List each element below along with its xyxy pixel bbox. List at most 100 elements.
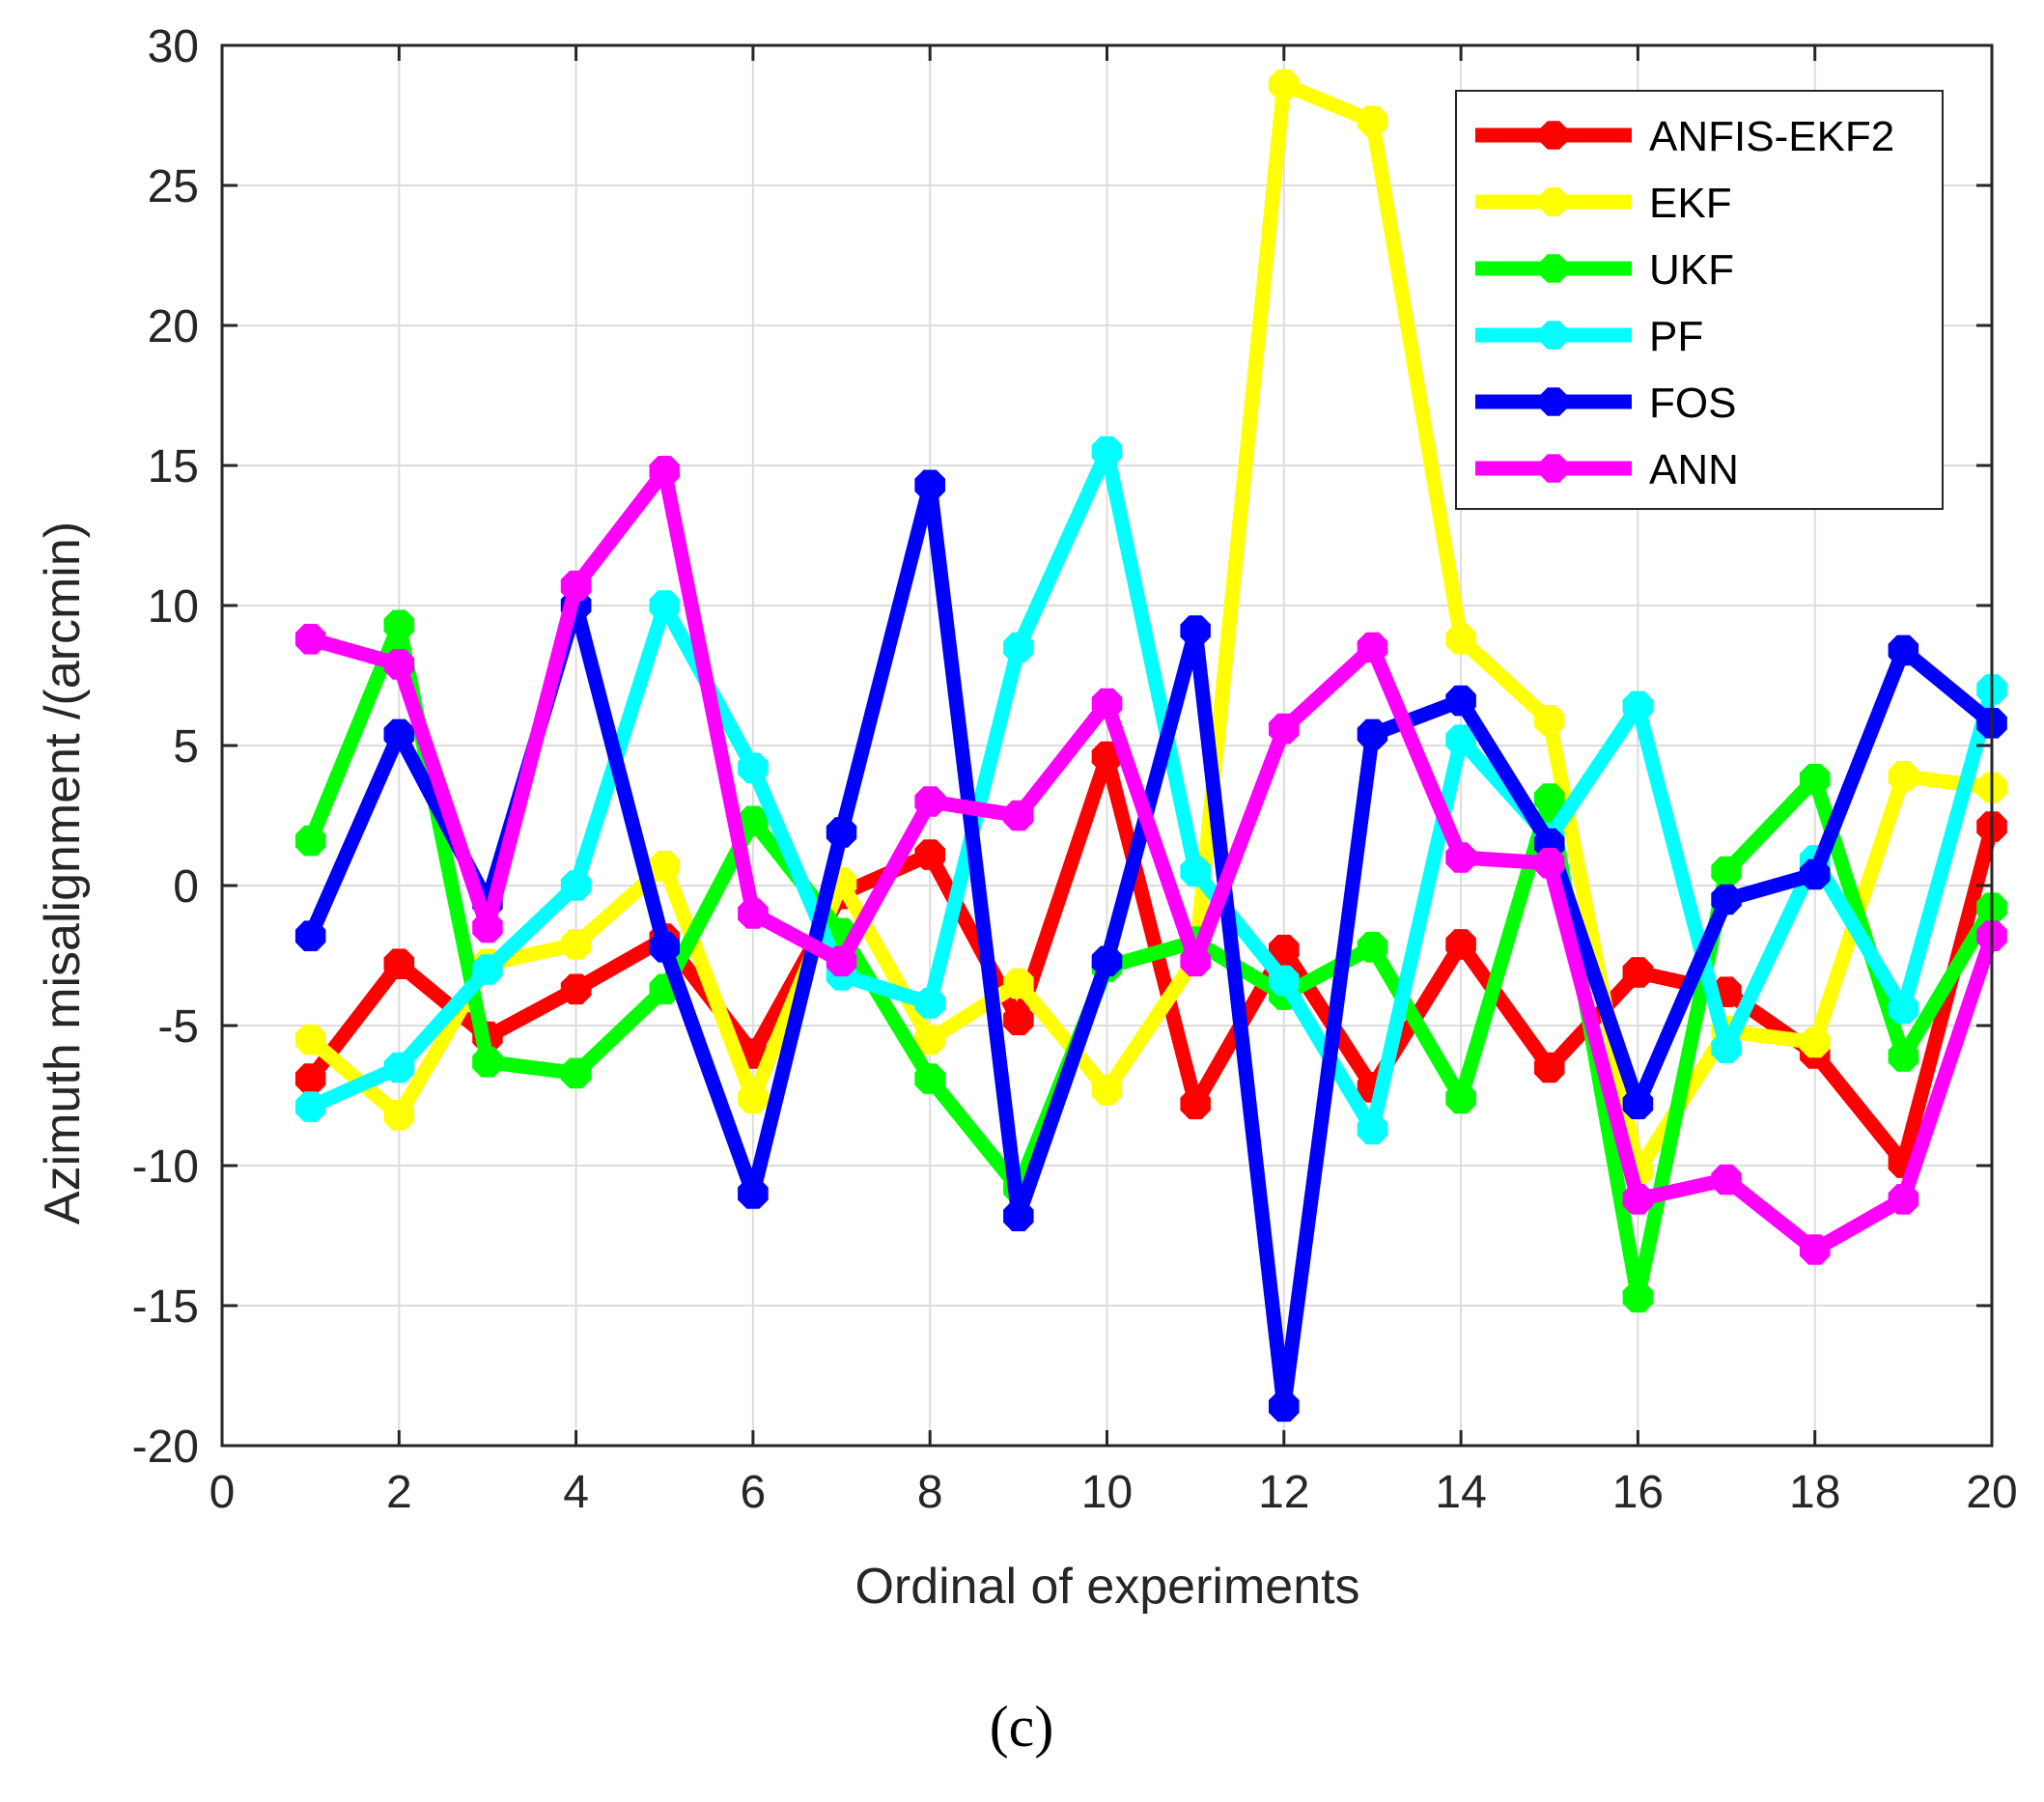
data-point-ukf [1534,783,1565,814]
data-point-fos [294,920,326,951]
legend-label: EKF [1649,180,1732,227]
x-tick-label: 6 [741,1467,767,1518]
y-tick-label: -5 [157,1001,199,1053]
legend-item-anfis-ekf2: ANFIS-EKF2 [1475,113,1894,160]
data-point-anfis-ekf2 [1534,1052,1565,1084]
legend: ANFIS-EKF2 EKF UKF PF FOS ANN [1455,90,1944,510]
figure-caption: (c) [990,1695,1054,1759]
legend-swatch-marker [1539,387,1568,416]
x-tick-label: 18 [1789,1467,1840,1518]
data-point-ann [1357,632,1388,663]
x-tick-label: 2 [386,1467,412,1518]
data-point-fos [1357,718,1388,750]
x-tick-label: 10 [1081,1467,1133,1518]
data-point-ukf [1711,856,1742,887]
data-point-fos [826,817,857,848]
y-tick-label: 25 [148,161,199,212]
data-point-fos [1888,634,1919,666]
legend-label: PF [1649,313,1703,360]
data-point-ekf [914,1024,945,1056]
data-point-fos [1711,884,1742,915]
data-point-anfis-ekf2 [1269,934,1300,966]
axis-ticks [220,43,1994,1448]
data-point-pf [383,1052,415,1084]
data-point-pf [1622,690,1654,722]
data-point-fos [649,932,680,963]
y-tick-label: 0 [173,861,199,913]
data-point-anfis-ekf2 [560,973,592,1005]
data-point-ukf [383,609,415,641]
data-point-ukf [1888,1041,1919,1072]
data-point-anfis-ekf2 [294,1063,326,1094]
legend-swatch-marker [1539,121,1568,150]
data-point-ukf [294,825,326,857]
data-point-ann [1711,1164,1742,1196]
data-point-ann [1445,842,1476,873]
data-point-pf [1003,632,1034,663]
data-point-fos [1003,1200,1034,1231]
x-tick-label: 20 [1966,1467,2017,1518]
data-point-ann [1799,1234,1831,1265]
data-point-anfis-ekf2 [383,948,415,979]
data-point-ekf [1357,105,1388,137]
data-point-ukf [1445,1083,1476,1114]
legend-label: FOS [1649,380,1736,427]
series-line-fos [303,477,2000,1414]
data-point-ukf [914,1063,945,1094]
data-point-fos [1445,685,1476,717]
data-point-anfis-ekf2 [914,839,945,870]
data-point-ann [914,786,945,817]
y-tick-label: -10 [132,1141,199,1193]
data-point-anfis-ekf2 [1180,1088,1211,1119]
x-tick-label: 16 [1612,1467,1664,1518]
data-point-ann [1091,688,1123,719]
data-point-pf [560,870,592,901]
data-point-ekf [1445,624,1476,655]
series-ann [294,456,2007,1265]
data-point-ekf [1888,761,1919,792]
data-point-anfis-ekf2 [1445,929,1476,960]
data-point-ekf [738,1083,769,1114]
data-point-ukf [1799,764,1831,795]
data-point-ann [826,945,857,977]
data-point-ekf [294,1024,326,1056]
data-point-ann [1534,848,1565,879]
legend-item-ukf: UKF [1475,246,1734,294]
data-point-pf [914,988,945,1019]
series-line-pf [303,444,2000,1137]
x-tick-label: 12 [1258,1467,1309,1518]
data-point-ann [1180,945,1211,977]
y-tick-label: -20 [132,1422,199,1473]
data-point-ann [738,898,769,929]
y-tick-label: 10 [148,581,199,633]
data-point-anfis-ekf2 [1003,1004,1034,1035]
data-point-ann [560,570,592,602]
data-point-ekf [1799,1027,1831,1058]
legend-item-ekf: EKF [1475,180,1732,227]
data-point-pf [649,590,680,621]
x-tick-label: 0 [210,1467,236,1518]
data-point-ann [649,456,680,487]
x-tick-label: 8 [917,1467,943,1518]
data-point-fos [738,1178,769,1209]
y-tick-label: -15 [132,1281,199,1333]
data-point-ann [383,649,415,680]
data-point-ekf [649,850,680,882]
y-tick-label: 30 [148,21,199,72]
data-point-ukf [560,1057,592,1089]
data-point-fos [1180,615,1211,646]
data-point-ann [294,624,326,655]
data-series [294,69,2007,1422]
data-point-pf [738,752,769,783]
data-point-pf [1711,1032,1742,1063]
data-point-pf [1091,436,1123,467]
data-point-pf [1357,1113,1388,1145]
data-point-pf [294,1091,326,1122]
data-point-fos [383,718,415,750]
data-point-ekf [383,1100,415,1131]
legend-item-fos: FOS [1475,380,1736,427]
y-axis-title: Azimuth misalignment /(arcmin) [35,521,91,1225]
data-point-ann [1269,713,1300,745]
data-point-ann [1003,800,1034,831]
data-point-anfis-ekf2 [1622,957,1654,988]
